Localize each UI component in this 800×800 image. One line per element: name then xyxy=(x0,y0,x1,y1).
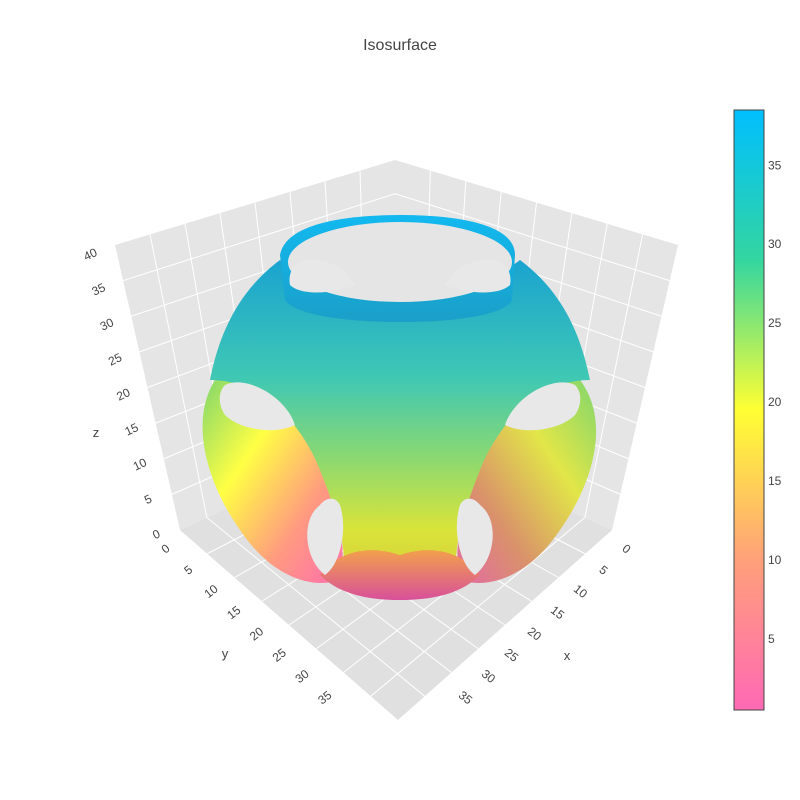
colorbar-tick-label: 25 xyxy=(768,316,782,330)
isosurface-hole-left xyxy=(219,382,295,431)
chart-title: Isosurface xyxy=(363,37,437,54)
z-tick-label: 20 xyxy=(114,385,132,403)
y-tick-label: 5 xyxy=(181,562,195,577)
x-tick-label: 15 xyxy=(548,603,567,622)
isosurface-hole-bottom-right xyxy=(456,498,493,575)
y-tick-label: 15 xyxy=(224,603,243,622)
isosurface-hole-upper-left xyxy=(289,259,355,293)
colorbar-ticks: 5 10 15 20 25 30 35 xyxy=(768,158,782,646)
y-tick-label: 0 xyxy=(159,541,173,556)
grid-line xyxy=(122,193,396,282)
z-tick-label: 5 xyxy=(142,491,154,507)
isosurface-bottom xyxy=(320,550,480,600)
z-tick-label: 0 xyxy=(150,526,162,542)
colorbar-tick-label: 10 xyxy=(768,553,782,567)
grid-line xyxy=(370,517,586,697)
colorbar-tick-label: 5 xyxy=(768,632,775,646)
colorbar-tick-label: 30 xyxy=(768,237,782,251)
colorbar-tick-label: 35 xyxy=(768,158,782,172)
z-tick-label: 10 xyxy=(131,455,149,473)
x-tick-label: 35 xyxy=(456,688,475,707)
y-tick-label: 25 xyxy=(270,645,289,664)
x-tick-label: 5 xyxy=(597,563,611,578)
isosurface-body xyxy=(210,260,590,597)
isosurface-hole-upper-right xyxy=(445,259,511,293)
z-axis-ticks: 0 5 10 15 20 25 30 35 40 xyxy=(81,245,162,542)
z-tick-label: 35 xyxy=(90,280,108,298)
x-tick-label: 30 xyxy=(479,667,498,686)
y-tick-label: 10 xyxy=(201,582,220,601)
isosurface-hole-right xyxy=(505,382,581,431)
y-tick-label: 20 xyxy=(247,624,266,643)
z-axis-label: z xyxy=(93,425,100,440)
colorbar-bar xyxy=(733,109,765,711)
z-tick-label: 15 xyxy=(123,420,141,438)
colorbar: 5 10 15 20 25 30 35 xyxy=(733,109,782,711)
y-tick-label: 30 xyxy=(292,667,311,686)
grid-line xyxy=(584,234,644,518)
y-axis-label: y xyxy=(222,646,229,661)
x-tick-label: 20 xyxy=(525,624,544,643)
z-tick-label: 25 xyxy=(106,350,124,368)
x-tick-label: 10 xyxy=(571,582,590,601)
y-tick-label: 35 xyxy=(315,688,334,707)
colorbar-tick-label: 15 xyxy=(768,474,782,488)
z-tick-label: 40 xyxy=(81,245,99,263)
colorbar-tick-label: 20 xyxy=(768,395,782,409)
isosurface-hole-bottom-left xyxy=(307,498,344,575)
grid-line xyxy=(394,193,670,282)
isosurface xyxy=(202,215,597,600)
x-tick-label: 0 xyxy=(620,541,634,556)
x-tick-label: 25 xyxy=(502,645,521,664)
z-tick-label: 30 xyxy=(98,315,116,333)
x-axis-label: x xyxy=(564,648,571,663)
